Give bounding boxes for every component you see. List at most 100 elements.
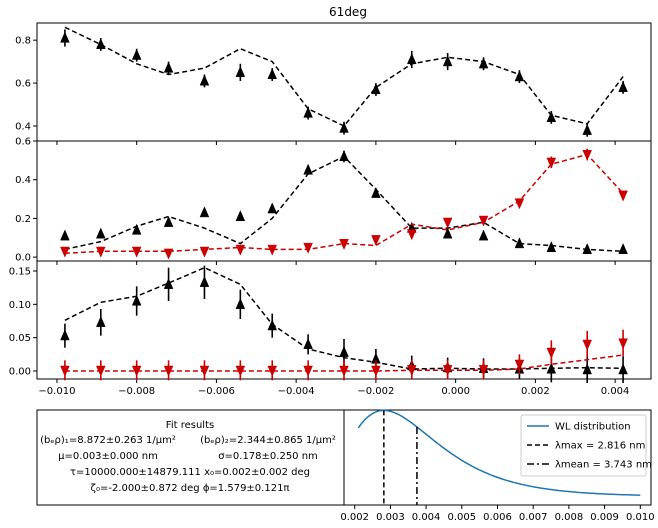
data-point [339,150,349,162]
x-tick-label: −0.002 [357,386,394,397]
data-point [199,74,210,86]
wl-distribution-curve [357,409,641,496]
fit-line [64,153,624,255]
x-tick-label: −0.004 [278,386,315,397]
series-2 [60,148,628,260]
data-point [582,123,592,135]
chart-title: 61deg [329,5,367,19]
data-point [60,246,70,258]
y-tick-label: 0.00 [9,367,31,378]
data-point [131,246,142,258]
y-tick-label: 0.2 [15,214,31,225]
data-point [582,149,592,161]
data-point [514,359,525,371]
data-point [442,55,453,67]
data-point [199,206,210,218]
wl-x-tick-label: 0.006 [483,512,512,523]
wl-x-tick-label: 0.009 [590,512,619,523]
data-point [546,157,557,169]
data-point [546,111,557,122]
data-point [442,217,453,229]
data-point [267,319,278,331]
data-point [406,365,417,377]
data-point [267,244,278,256]
fit-results-line1b: (bₑρ)₂=2.344±0.865 1/μm² [200,435,336,446]
data-point [199,246,210,258]
data-point [582,243,592,254]
wl-x-tick-label: 0.004 [412,512,441,523]
wl-distribution-panel: 0.002 0.003 0.004 0.005 0.006 0.007 0.008 0.009… [340,409,655,523]
data-point [235,297,246,309]
data-point [546,241,557,253]
series-1 [60,150,628,254]
data-point [371,186,381,198]
fit-line [64,155,624,253]
data-point [303,106,313,118]
series-1 [60,26,628,137]
y-tick-label: 0.0 [15,253,31,264]
data-point [163,248,174,260]
data-point [618,338,628,350]
fit-results-line4: ζ₀=-2.000±0.872 deg ϕ=1.579±0.121π [91,483,290,494]
data-point [339,365,349,377]
y-tick-label: 0.4 [15,121,31,132]
fit-line [64,354,624,372]
wl-x-tick-label: 0.005 [447,512,476,523]
data-point [371,365,381,377]
data-point [96,227,106,239]
data-point [60,365,70,377]
data-point [96,38,106,50]
x-tick-label: 0.002 [521,386,550,397]
data-point [235,365,246,377]
data-point [60,229,70,241]
data-point [96,246,106,258]
data-point [163,215,174,227]
data-point [478,215,489,227]
x-tick-label: 0.000 [441,386,470,397]
y-tick-label: 0.6 [15,79,31,90]
data-point [339,121,349,133]
data-point [514,237,525,249]
data-point [339,239,349,250]
data-point [442,227,453,239]
data-point [60,31,70,43]
panel-3: 0.00 0.05 0.10 0.15 −0.010 −0.008 −0.006 −0.004… [9,260,652,397]
panel-1: 0.4 0.6 0.8 [15,22,652,145]
fit-results-line2b: σ=0.178±0.250 nm [218,451,318,462]
data-point [514,70,525,82]
fit-results-heading: Fit results [166,420,214,431]
data-point [478,57,489,69]
fit-results-line2a: μ=0.003±0.000 nm [58,451,158,462]
data-point [267,68,278,80]
x-tick-label: −0.006 [198,386,235,397]
data-point [163,277,174,289]
data-point [618,243,628,254]
data-point [199,365,210,377]
x-tick-label: −0.010 [38,386,75,397]
data-point [131,48,142,60]
data-point [371,235,381,247]
data-point [303,365,313,377]
fit-results-box: Fit results (bₑρ)₁=8.872±0.263 1/μm² (bₑ… [36,409,345,506]
data-point [235,210,246,222]
data-point [303,163,313,175]
data-point [514,198,525,210]
data-point [60,329,70,341]
y-tick-label: 0.15 [9,267,31,278]
wl-x-tick-label: 0.007 [519,512,548,523]
x-tick-label: −0.008 [118,386,155,397]
legend-label: λmean = 3.743 nm [555,460,652,471]
series-2 [60,329,628,381]
panels-group: 0.4 0.6 0.8 0.0 0.2 0.4 0.6 0.00 0.05 0.10 0.15 −0.… [9,22,652,397]
y-tick-label: 0.4 [15,175,31,186]
data-point [618,363,628,375]
data-point [96,315,106,327]
data-point [235,244,246,256]
fit-line [64,26,624,127]
y-tick-label: 0.8 [15,36,31,47]
wl-x-tick-label: 0.008 [555,512,584,523]
y-tick-label: 0.6 [15,137,31,148]
data-point [96,365,106,377]
data-point [546,362,557,374]
